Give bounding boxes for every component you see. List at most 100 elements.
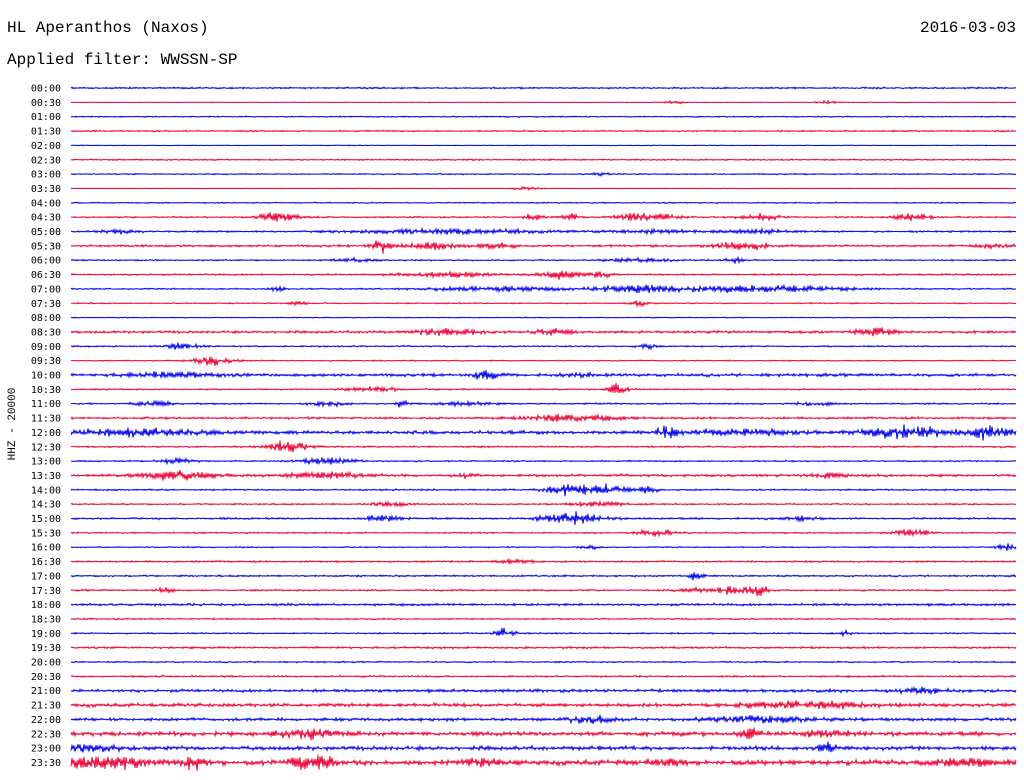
- time-label: 20:30: [31, 672, 61, 683]
- seismic-trace: [70, 226, 1017, 236]
- seismic-trace: [70, 528, 1017, 538]
- seismic-trace: [70, 99, 1017, 105]
- seismic-trace: [70, 645, 1017, 650]
- time-label: 02:00: [31, 141, 61, 152]
- seismic-trace: [70, 212, 1017, 223]
- seismic-trace: [70, 86, 1017, 90]
- seismic-trace: [70, 456, 1017, 466]
- time-label: 03:30: [31, 184, 61, 195]
- seismic-trace: [70, 255, 1017, 265]
- time-label: 22:00: [31, 715, 61, 726]
- time-label: 19:00: [31, 629, 61, 640]
- seismic-trace: [70, 557, 1017, 565]
- time-label: 08:30: [31, 327, 61, 338]
- filter-label: Applied filter: WWSSN-SP: [7, 51, 238, 69]
- time-label: 16:00: [31, 543, 61, 554]
- seismic-trace: [70, 499, 1017, 509]
- time-label: 10:30: [31, 385, 61, 396]
- time-label: 13:00: [31, 457, 61, 468]
- seismic-trace: [70, 300, 1017, 308]
- seismic-trace: [70, 585, 1017, 597]
- time-label: 11:30: [31, 414, 61, 425]
- seismic-trace: [70, 470, 1017, 481]
- seismic-trace: [70, 617, 1017, 621]
- time-label: 18:30: [31, 614, 61, 625]
- time-label: 10:00: [31, 371, 61, 382]
- time-label: 13:30: [31, 471, 61, 482]
- seismic-trace: [70, 754, 1017, 771]
- seismic-trace: [70, 283, 1017, 294]
- seismic-trace: [70, 342, 1017, 351]
- seismic-trace: [70, 382, 1017, 394]
- time-label: 14:00: [31, 485, 61, 496]
- time-label: 21:00: [31, 686, 61, 697]
- time-label: 09:30: [31, 356, 61, 367]
- seismic-trace: [70, 129, 1017, 133]
- seismic-trace: [70, 685, 1017, 696]
- seismic-trace: [70, 201, 1017, 205]
- time-label: 00:00: [31, 84, 61, 95]
- time-label: 06:30: [31, 270, 61, 281]
- station-title: HL Aperanthos (Naxos): [7, 19, 209, 37]
- time-label: 18:00: [31, 600, 61, 611]
- seismic-trace: [70, 316, 1017, 319]
- time-label: 23:00: [31, 744, 61, 755]
- seismic-trace: [70, 171, 1017, 178]
- date-label: 2016-03-03: [919, 19, 1016, 37]
- time-label: 01:30: [31, 127, 61, 138]
- time-label: 12:00: [31, 428, 61, 439]
- time-label: 09:00: [31, 342, 61, 353]
- seismic-trace: [70, 158, 1017, 162]
- time-label: 22:30: [31, 729, 61, 740]
- time-label: 17:00: [31, 571, 61, 582]
- seismic-trace: [70, 144, 1017, 147]
- seismic-trace: [70, 240, 1017, 254]
- seismic-trace: [70, 424, 1017, 441]
- time-label: 21:30: [31, 701, 61, 712]
- time-label: 15:00: [31, 514, 61, 525]
- time-label: 02:30: [31, 155, 61, 166]
- seismic-trace: [70, 483, 1017, 497]
- time-label: 08:00: [31, 313, 61, 324]
- seismic-trace: [70, 572, 1017, 581]
- seismic-trace: [70, 699, 1017, 710]
- time-label: 12:30: [31, 442, 61, 453]
- seismic-trace: [70, 714, 1017, 725]
- time-label: 04:30: [31, 213, 61, 224]
- seismic-trace: [70, 399, 1017, 409]
- seismic-trace: [70, 440, 1017, 453]
- time-label: 07:00: [31, 284, 61, 295]
- seismic-trace: [70, 674, 1017, 679]
- seismic-trace: [70, 511, 1017, 525]
- seismic-trace: [70, 270, 1017, 280]
- seismic-trace: [70, 115, 1017, 119]
- time-label: 11:00: [31, 399, 61, 410]
- seismic-trace: [70, 327, 1017, 337]
- time-label: 03:00: [31, 170, 61, 181]
- seismic-trace: [70, 741, 1017, 754]
- time-label-group: 00:00 00:30 01:00 01:30 02:00 02:30 03:00 03:30…: [31, 84, 61, 769]
- seismic-trace: [70, 627, 1017, 638]
- time-label: 07:30: [31, 299, 61, 310]
- seismic-trace: [70, 727, 1017, 741]
- time-label: 14:30: [31, 500, 61, 511]
- seismic-trace: [70, 356, 1017, 366]
- seismic-trace: [70, 186, 1017, 192]
- seismic-trace: [70, 413, 1017, 423]
- time-label: 06:00: [31, 256, 61, 267]
- time-label: 01:00: [31, 112, 61, 123]
- time-label: 19:30: [31, 643, 61, 654]
- time-label: 00:30: [31, 98, 61, 109]
- time-label: 05:30: [31, 241, 61, 252]
- seismic-trace: [70, 602, 1017, 608]
- time-label: 04:00: [31, 198, 61, 209]
- time-label: 16:30: [31, 557, 61, 568]
- seismic-trace: [70, 542, 1017, 551]
- time-label: 20:00: [31, 658, 61, 669]
- time-label: 23:30: [31, 758, 61, 769]
- trace-group: [70, 86, 1017, 771]
- time-label: 15:30: [31, 528, 61, 539]
- time-label: 05:00: [31, 227, 61, 238]
- seismic-trace: [70, 660, 1017, 664]
